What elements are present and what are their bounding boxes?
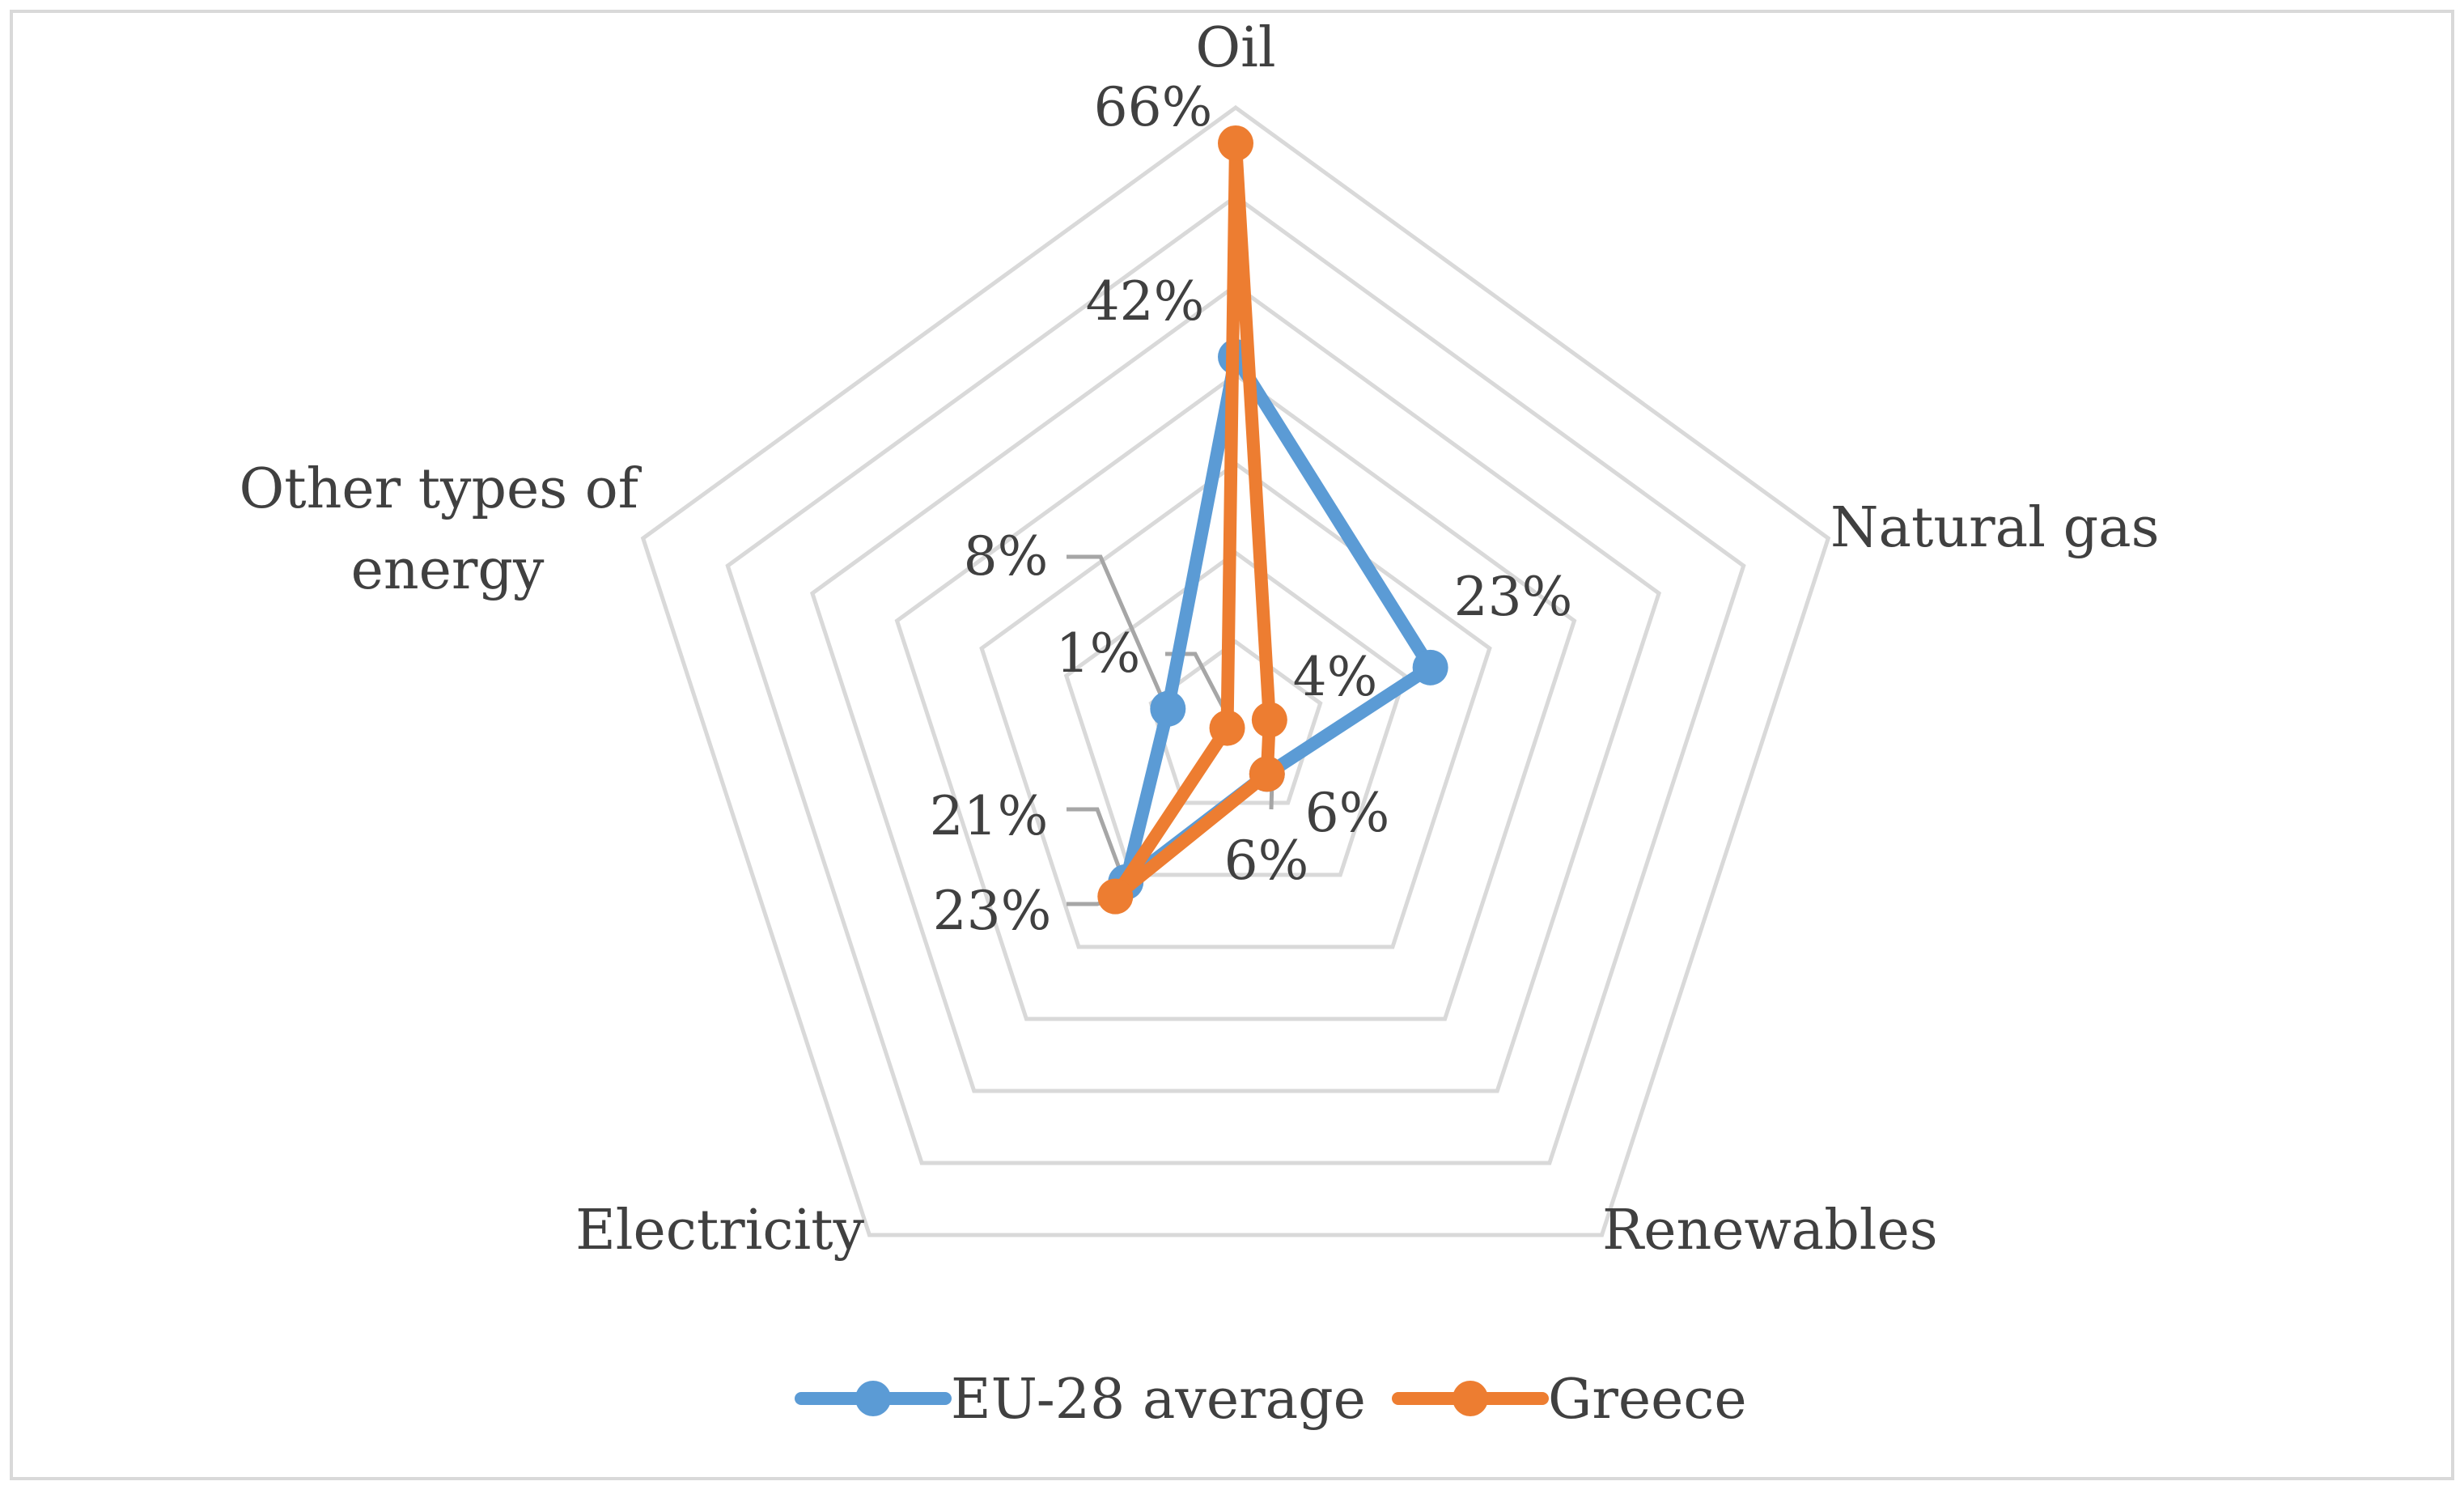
legend-marker-greece (1453, 1381, 1488, 1416)
data-label-greece-oil: 66% (1094, 76, 1213, 138)
axis-label-other-types-of-energy: Other types of energy (240, 457, 656, 602)
data-label-eu-electricity: 21% (930, 785, 1049, 847)
axis-label-oil: Oil (1195, 16, 1275, 80)
data-label-greece-other: 1% (1056, 622, 1141, 685)
grid-ring (894, 371, 1577, 1021)
data-point-greece-4 (1209, 710, 1245, 746)
data-label-greece-renewables: 6% (1224, 830, 1309, 892)
axis-label-other-line: energy (351, 538, 545, 602)
legend: EU-28 average Greece (795, 1368, 1747, 1432)
data-label-eu-renewables: 6% (1305, 782, 1390, 844)
leader-line-eu-other (1067, 554, 1167, 705)
data-point-greece-3 (1097, 878, 1134, 915)
axis-label-other-line: Other types of (240, 457, 643, 521)
legend-label-eu: EU-28 average (951, 1368, 1366, 1432)
grid-ring (809, 282, 1662, 1093)
legend-marker-eu (855, 1381, 891, 1416)
grid-ring (979, 461, 1492, 949)
data-label-eu-oil: 42% (1086, 270, 1205, 333)
data-label-eu-natural-gas: 23% (1454, 566, 1573, 628)
grid-ring (725, 193, 1746, 1165)
data-point-greece-1 (1251, 702, 1287, 738)
data-label-greece-electricity: 23% (933, 880, 1052, 942)
grid-ring (1063, 550, 1408, 877)
leader-line-eu-electricity (1067, 807, 1125, 878)
data-point-eu-28-average-4 (1150, 690, 1186, 727)
series-layer (1097, 125, 1448, 915)
axis-label-natural-gas: Natural gas (1830, 496, 2160, 560)
data-point-greece-2 (1249, 756, 1285, 792)
data-point-greece-0 (1218, 125, 1253, 161)
series-line-greece (1109, 137, 1276, 903)
data-label-eu-other: 8% (964, 525, 1049, 588)
data-point-eu-28-average-1 (1412, 649, 1448, 685)
axis-label-electricity: Electricity (575, 1199, 864, 1263)
legend-label-greece: Greece (1548, 1368, 1747, 1432)
grid-ring (640, 104, 1831, 1237)
data-label-greece-natural-gas: 4% (1293, 646, 1378, 708)
axis-label-renewables: Renewables (1602, 1199, 1938, 1263)
